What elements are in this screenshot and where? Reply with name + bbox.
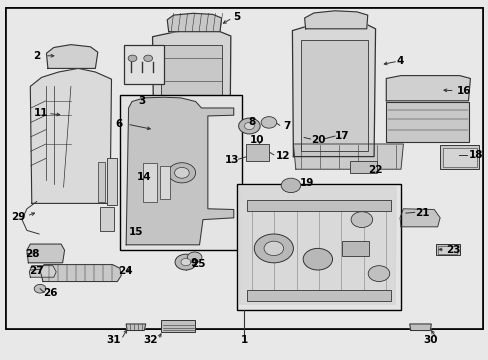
Bar bbox=[106, 158, 117, 205]
Text: 23: 23 bbox=[445, 245, 460, 255]
Polygon shape bbox=[30, 68, 111, 203]
Polygon shape bbox=[386, 76, 469, 101]
Circle shape bbox=[168, 163, 195, 183]
Polygon shape bbox=[167, 13, 221, 32]
Bar bbox=[143, 163, 157, 202]
Bar bbox=[160, 166, 170, 199]
Circle shape bbox=[143, 55, 152, 62]
Text: 28: 28 bbox=[25, 249, 40, 259]
Text: 26: 26 bbox=[43, 288, 58, 298]
Polygon shape bbox=[239, 187, 395, 304]
Bar bbox=[246, 200, 390, 211]
Bar bbox=[100, 207, 114, 231]
Text: 8: 8 bbox=[248, 117, 255, 127]
Bar bbox=[386, 102, 468, 142]
Text: 13: 13 bbox=[224, 155, 239, 165]
Polygon shape bbox=[292, 22, 375, 157]
Polygon shape bbox=[152, 30, 230, 166]
Bar bbox=[237, 184, 400, 310]
Text: 5: 5 bbox=[233, 12, 240, 22]
Bar bbox=[245, 144, 269, 161]
Circle shape bbox=[367, 266, 389, 282]
Bar bbox=[246, 290, 390, 301]
Text: 2: 2 bbox=[33, 51, 40, 61]
Text: 9: 9 bbox=[190, 258, 198, 268]
Bar bbox=[342, 241, 368, 256]
Bar bbox=[6, 8, 482, 329]
Circle shape bbox=[281, 178, 300, 193]
Polygon shape bbox=[304, 11, 367, 29]
Circle shape bbox=[175, 254, 196, 270]
Polygon shape bbox=[126, 324, 145, 330]
Circle shape bbox=[244, 122, 254, 130]
Text: 31: 31 bbox=[106, 335, 121, 345]
Text: 15: 15 bbox=[129, 227, 143, 237]
Circle shape bbox=[264, 241, 283, 256]
Text: 22: 22 bbox=[367, 165, 382, 175]
Text: 14: 14 bbox=[137, 172, 151, 182]
Text: 19: 19 bbox=[300, 178, 314, 188]
Polygon shape bbox=[293, 144, 403, 169]
Circle shape bbox=[128, 55, 137, 62]
Polygon shape bbox=[126, 97, 233, 245]
Circle shape bbox=[261, 117, 276, 128]
Text: 1: 1 bbox=[241, 335, 247, 345]
Text: 3: 3 bbox=[138, 96, 145, 106]
Bar bbox=[98, 162, 105, 202]
Circle shape bbox=[238, 118, 260, 134]
Polygon shape bbox=[46, 45, 98, 68]
Text: 18: 18 bbox=[468, 150, 482, 160]
Text: 10: 10 bbox=[249, 135, 264, 145]
Text: 12: 12 bbox=[276, 150, 290, 161]
Circle shape bbox=[254, 234, 293, 263]
Text: 7: 7 bbox=[283, 121, 290, 131]
Text: 6: 6 bbox=[115, 119, 122, 129]
Text: 21: 21 bbox=[414, 208, 428, 218]
Bar bbox=[349, 161, 376, 173]
Text: 24: 24 bbox=[118, 266, 133, 276]
Circle shape bbox=[34, 284, 46, 293]
Text: 27: 27 bbox=[29, 266, 44, 276]
Bar bbox=[435, 244, 459, 255]
Text: 11: 11 bbox=[33, 108, 48, 118]
Text: 17: 17 bbox=[334, 131, 349, 141]
Polygon shape bbox=[399, 209, 439, 227]
Circle shape bbox=[181, 258, 190, 266]
Bar bbox=[120, 95, 242, 250]
Text: 25: 25 bbox=[190, 258, 205, 269]
Text: 20: 20 bbox=[311, 135, 325, 145]
Bar bbox=[300, 40, 367, 151]
Polygon shape bbox=[29, 266, 56, 277]
Polygon shape bbox=[40, 265, 121, 282]
Circle shape bbox=[174, 167, 189, 178]
Bar bbox=[161, 320, 194, 332]
Bar bbox=[437, 246, 456, 254]
Bar bbox=[123, 45, 163, 84]
Bar bbox=[6, 8, 482, 329]
Text: 16: 16 bbox=[456, 86, 471, 96]
Circle shape bbox=[303, 248, 332, 270]
Bar bbox=[161, 45, 222, 160]
Text: 32: 32 bbox=[143, 335, 158, 345]
Text: 29: 29 bbox=[11, 212, 25, 222]
Bar bbox=[439, 145, 478, 169]
Text: 30: 30 bbox=[422, 335, 437, 345]
Bar bbox=[442, 148, 476, 167]
Text: 4: 4 bbox=[395, 56, 403, 66]
Polygon shape bbox=[409, 324, 430, 330]
Circle shape bbox=[350, 212, 372, 228]
Circle shape bbox=[187, 252, 202, 263]
Polygon shape bbox=[27, 244, 64, 263]
